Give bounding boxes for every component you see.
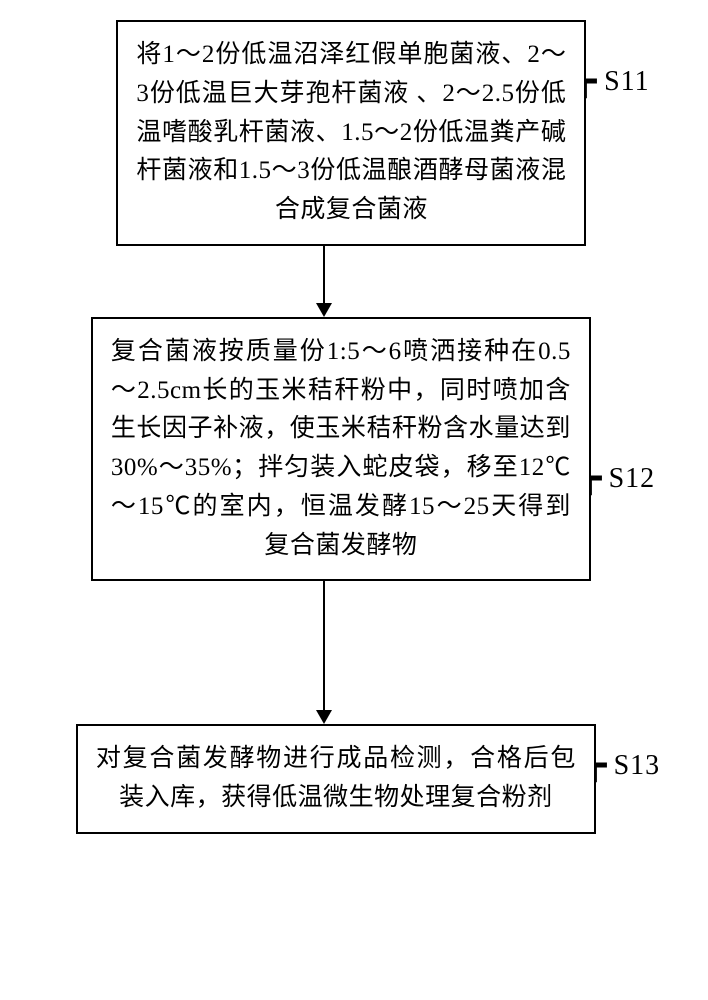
step-label: S12: [609, 463, 656, 495]
step-box: 将1～2份低温沼泽红假单胞菌液、2～3份低温巨大芽孢杆菌液 、2～2.5份低温嗜…: [116, 20, 586, 246]
connector-line: [323, 246, 325, 304]
flowchart: 将1～2份低温沼泽红假单胞菌液、2～3份低温巨大芽孢杆菌液 、2～2.5份低温嗜…: [10, 20, 698, 834]
bracket-icon: ⌐: [584, 47, 598, 117]
arrow-down-icon: [316, 710, 332, 724]
step-box: 对复合菌发酵物进行成品检测，合格后包装入库，获得低温微生物处理复合粉剂: [76, 724, 596, 834]
step-box: 复合菌液按质量份1:5～6喷洒接种在0.5～2.5cm长的玉米秸秆粉中，同时喷加…: [91, 317, 591, 582]
step-s11: 将1～2份低温沼泽红假单胞菌液、2～3份低温巨大芽孢杆菌液 、2～2.5份低温嗜…: [116, 20, 649, 246]
step-s13: 对复合菌发酵物进行成品检测，合格后包装入库，获得低温微生物处理复合粉剂 ⌐ S1…: [76, 724, 660, 834]
arrow-down-icon: [316, 303, 332, 317]
step-s12: 复合菌液按质量份1:5～6喷洒接种在0.5～2.5cm长的玉米秸秆粉中，同时喷加…: [91, 317, 655, 582]
connector-line: [323, 581, 325, 711]
step-label-group: ⌐ S11: [586, 60, 649, 104]
bracket-icon: ⌐: [589, 444, 603, 514]
step-label: S13: [614, 750, 661, 782]
step-label: S11: [604, 66, 650, 98]
connector: [316, 246, 332, 317]
step-label-group: ⌐ S13: [596, 744, 660, 788]
connector: [316, 581, 332, 724]
step-label-group: ⌐ S12: [591, 457, 655, 501]
bracket-icon: ⌐: [594, 731, 608, 801]
